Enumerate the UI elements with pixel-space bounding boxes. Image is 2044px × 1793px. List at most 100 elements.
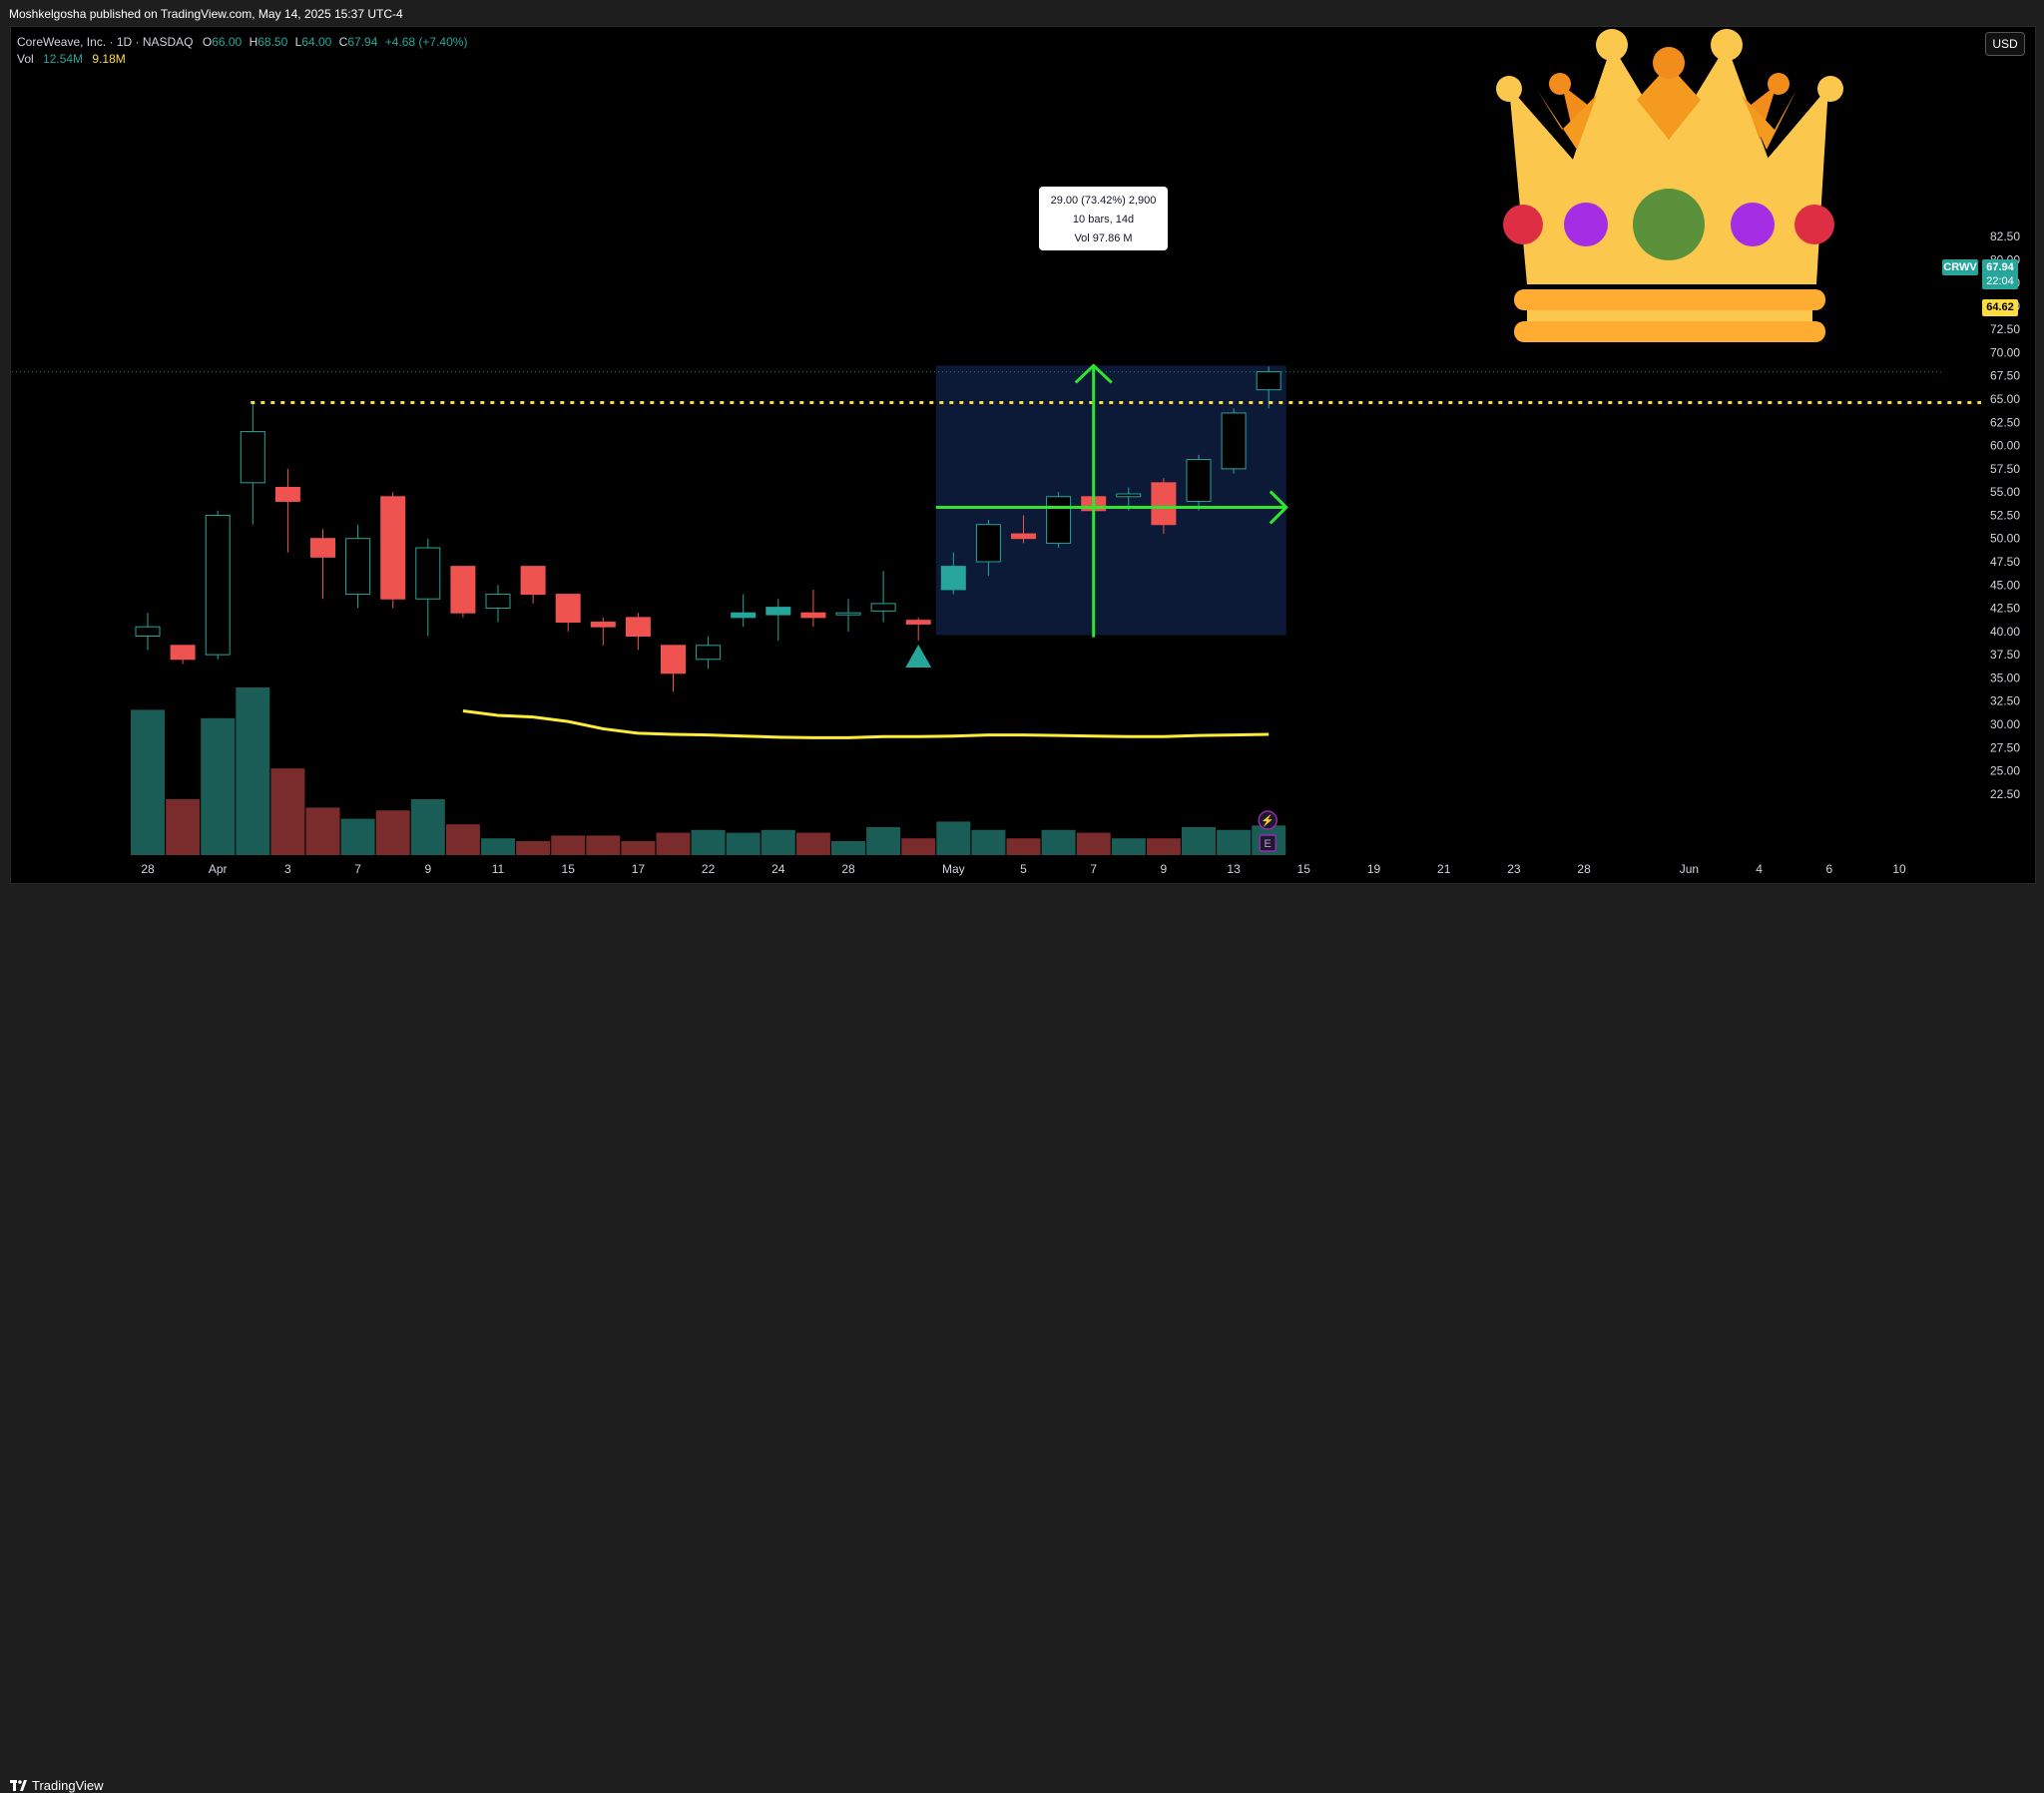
crown-emoji-icon bbox=[1496, 29, 1843, 342]
y-tick-label: 60.00 bbox=[1990, 439, 2020, 453]
x-tick-label: Apr bbox=[209, 862, 228, 876]
volume-bar bbox=[795, 832, 830, 855]
chart-canvas[interactable]: 22.50 25.00 27.50 30.00 32.50 35.00 37.50 40.00… bbox=[0, 0, 2044, 919]
candle-body bbox=[310, 538, 335, 558]
y-tick-label: 62.50 bbox=[1990, 415, 2020, 429]
currency-button[interactable]: USD bbox=[1985, 32, 2025, 56]
candle-body bbox=[1151, 482, 1177, 526]
candle-body bbox=[205, 514, 231, 656]
close-value: 67.94 bbox=[347, 35, 378, 49]
high-label: H bbox=[249, 35, 258, 49]
volume-bar bbox=[1041, 829, 1076, 855]
y-tick-label: 32.50 bbox=[1990, 694, 2020, 708]
x-tick-label: 17 bbox=[632, 862, 646, 876]
footer-bar: TradingView bbox=[0, 884, 2044, 1793]
candle-body bbox=[661, 645, 686, 674]
volume-bar bbox=[691, 829, 726, 855]
vol-value-2: 9.18M bbox=[92, 52, 126, 66]
low-value: 64.00 bbox=[301, 35, 332, 49]
crown-part bbox=[1596, 29, 1628, 61]
candle-body bbox=[135, 626, 161, 638]
candle-body bbox=[940, 566, 966, 591]
volume-bar bbox=[831, 841, 865, 855]
candle-body bbox=[415, 547, 441, 600]
volume-bar bbox=[445, 824, 480, 855]
y-tick-label: 40.00 bbox=[1990, 625, 2020, 639]
candle-body bbox=[800, 612, 826, 619]
x-tick-label: 9 bbox=[1161, 862, 1168, 876]
y-tick-label: 52.50 bbox=[1990, 508, 2020, 522]
x-tick-label: 24 bbox=[771, 862, 785, 876]
y-tick-label: 22.50 bbox=[1990, 787, 2020, 801]
low-label: L bbox=[294, 35, 302, 49]
volume-bar bbox=[131, 709, 165, 855]
x-tick-label: 10 bbox=[1892, 862, 1906, 876]
candle-body bbox=[1116, 493, 1142, 498]
y-tick-label: 50.00 bbox=[1990, 532, 2020, 546]
flash-glyph: ⚡ bbox=[1261, 814, 1275, 827]
y-tick-label: 30.00 bbox=[1990, 717, 2020, 731]
arrow-up-head-icon bbox=[1074, 363, 1113, 384]
change-value: +4.68 (+7.40%) bbox=[384, 35, 468, 49]
candle-body bbox=[1256, 371, 1281, 391]
volume-bar bbox=[936, 821, 971, 855]
crown-part bbox=[1527, 310, 1812, 321]
flash-event-icon bbox=[1258, 810, 1278, 830]
volume-bar bbox=[270, 768, 305, 855]
countdown-value: 22:04 bbox=[1986, 275, 2014, 287]
last-price-tag: 67.94 22:04 bbox=[1982, 259, 2018, 289]
x-tick-label: 28 bbox=[141, 862, 155, 876]
volume-bar bbox=[971, 829, 1006, 855]
crown-part bbox=[1549, 73, 1571, 95]
top-bar: Moshkelgosha published on TradingView.co… bbox=[0, 0, 2044, 26]
crown-part bbox=[1503, 205, 1543, 244]
y-tick-label: 37.50 bbox=[1990, 648, 2020, 662]
crown-part bbox=[1637, 65, 1701, 140]
crown-part bbox=[1817, 76, 1843, 102]
y-tick-label: 72.50 bbox=[1990, 322, 2020, 336]
symbol-legend: CoreWeave, Inc. · 1D · NASDAQ O66.00 H68… bbox=[17, 35, 467, 49]
volume-bar bbox=[866, 827, 901, 855]
volume-bar bbox=[551, 835, 586, 855]
high-value: 68.50 bbox=[257, 35, 288, 49]
close-label: C bbox=[338, 35, 348, 49]
candle-body bbox=[870, 603, 896, 612]
y-tick-label: 45.00 bbox=[1990, 578, 2020, 592]
volume-bar bbox=[410, 799, 445, 855]
tradingview-mark-icon bbox=[10, 1779, 27, 1791]
measure-volume: Vol 97.86 M bbox=[1074, 232, 1133, 244]
candle-body bbox=[380, 496, 406, 600]
measure-range-box bbox=[935, 365, 1286, 636]
x-tick-label: 11 bbox=[492, 862, 505, 876]
y-tick-label: 55.00 bbox=[1990, 485, 2020, 499]
x-tick-label: 9 bbox=[424, 862, 431, 876]
open-value: 66.00 bbox=[212, 35, 243, 49]
candle-body bbox=[1011, 533, 1036, 540]
x-tick-label: 13 bbox=[1227, 862, 1241, 876]
volume-bar bbox=[481, 838, 515, 855]
last-price-value: 67.94 bbox=[1986, 261, 2014, 273]
vol-label: Vol bbox=[17, 52, 34, 66]
x-tick-label: 7 bbox=[1090, 862, 1097, 876]
tradingview-logo[interactable]: TradingView bbox=[10, 1778, 104, 1793]
crown-part bbox=[1514, 321, 1825, 342]
volume-bar bbox=[1006, 838, 1041, 855]
x-tick-label: May bbox=[942, 862, 965, 876]
y-tick-label: 67.50 bbox=[1990, 369, 2020, 383]
candle-body bbox=[766, 607, 791, 616]
crown-part bbox=[1742, 90, 1796, 150]
symbol-title: CoreWeave, Inc. · 1D · NASDAQ bbox=[17, 35, 194, 49]
y-tick-label: 70.00 bbox=[1990, 345, 2020, 359]
x-tick-label: 22 bbox=[702, 862, 716, 876]
candle-body bbox=[835, 612, 861, 616]
candle-body bbox=[274, 486, 300, 502]
volume-bar bbox=[586, 835, 621, 855]
candle-body bbox=[170, 645, 196, 661]
volume-bar bbox=[236, 687, 270, 855]
volume-bar bbox=[1217, 829, 1252, 855]
candle-body bbox=[1221, 412, 1247, 470]
volume-bar bbox=[201, 717, 236, 855]
vol-value-1: 12.54M bbox=[43, 52, 84, 66]
crown-part bbox=[1537, 90, 1597, 150]
volume-bar bbox=[166, 799, 201, 855]
